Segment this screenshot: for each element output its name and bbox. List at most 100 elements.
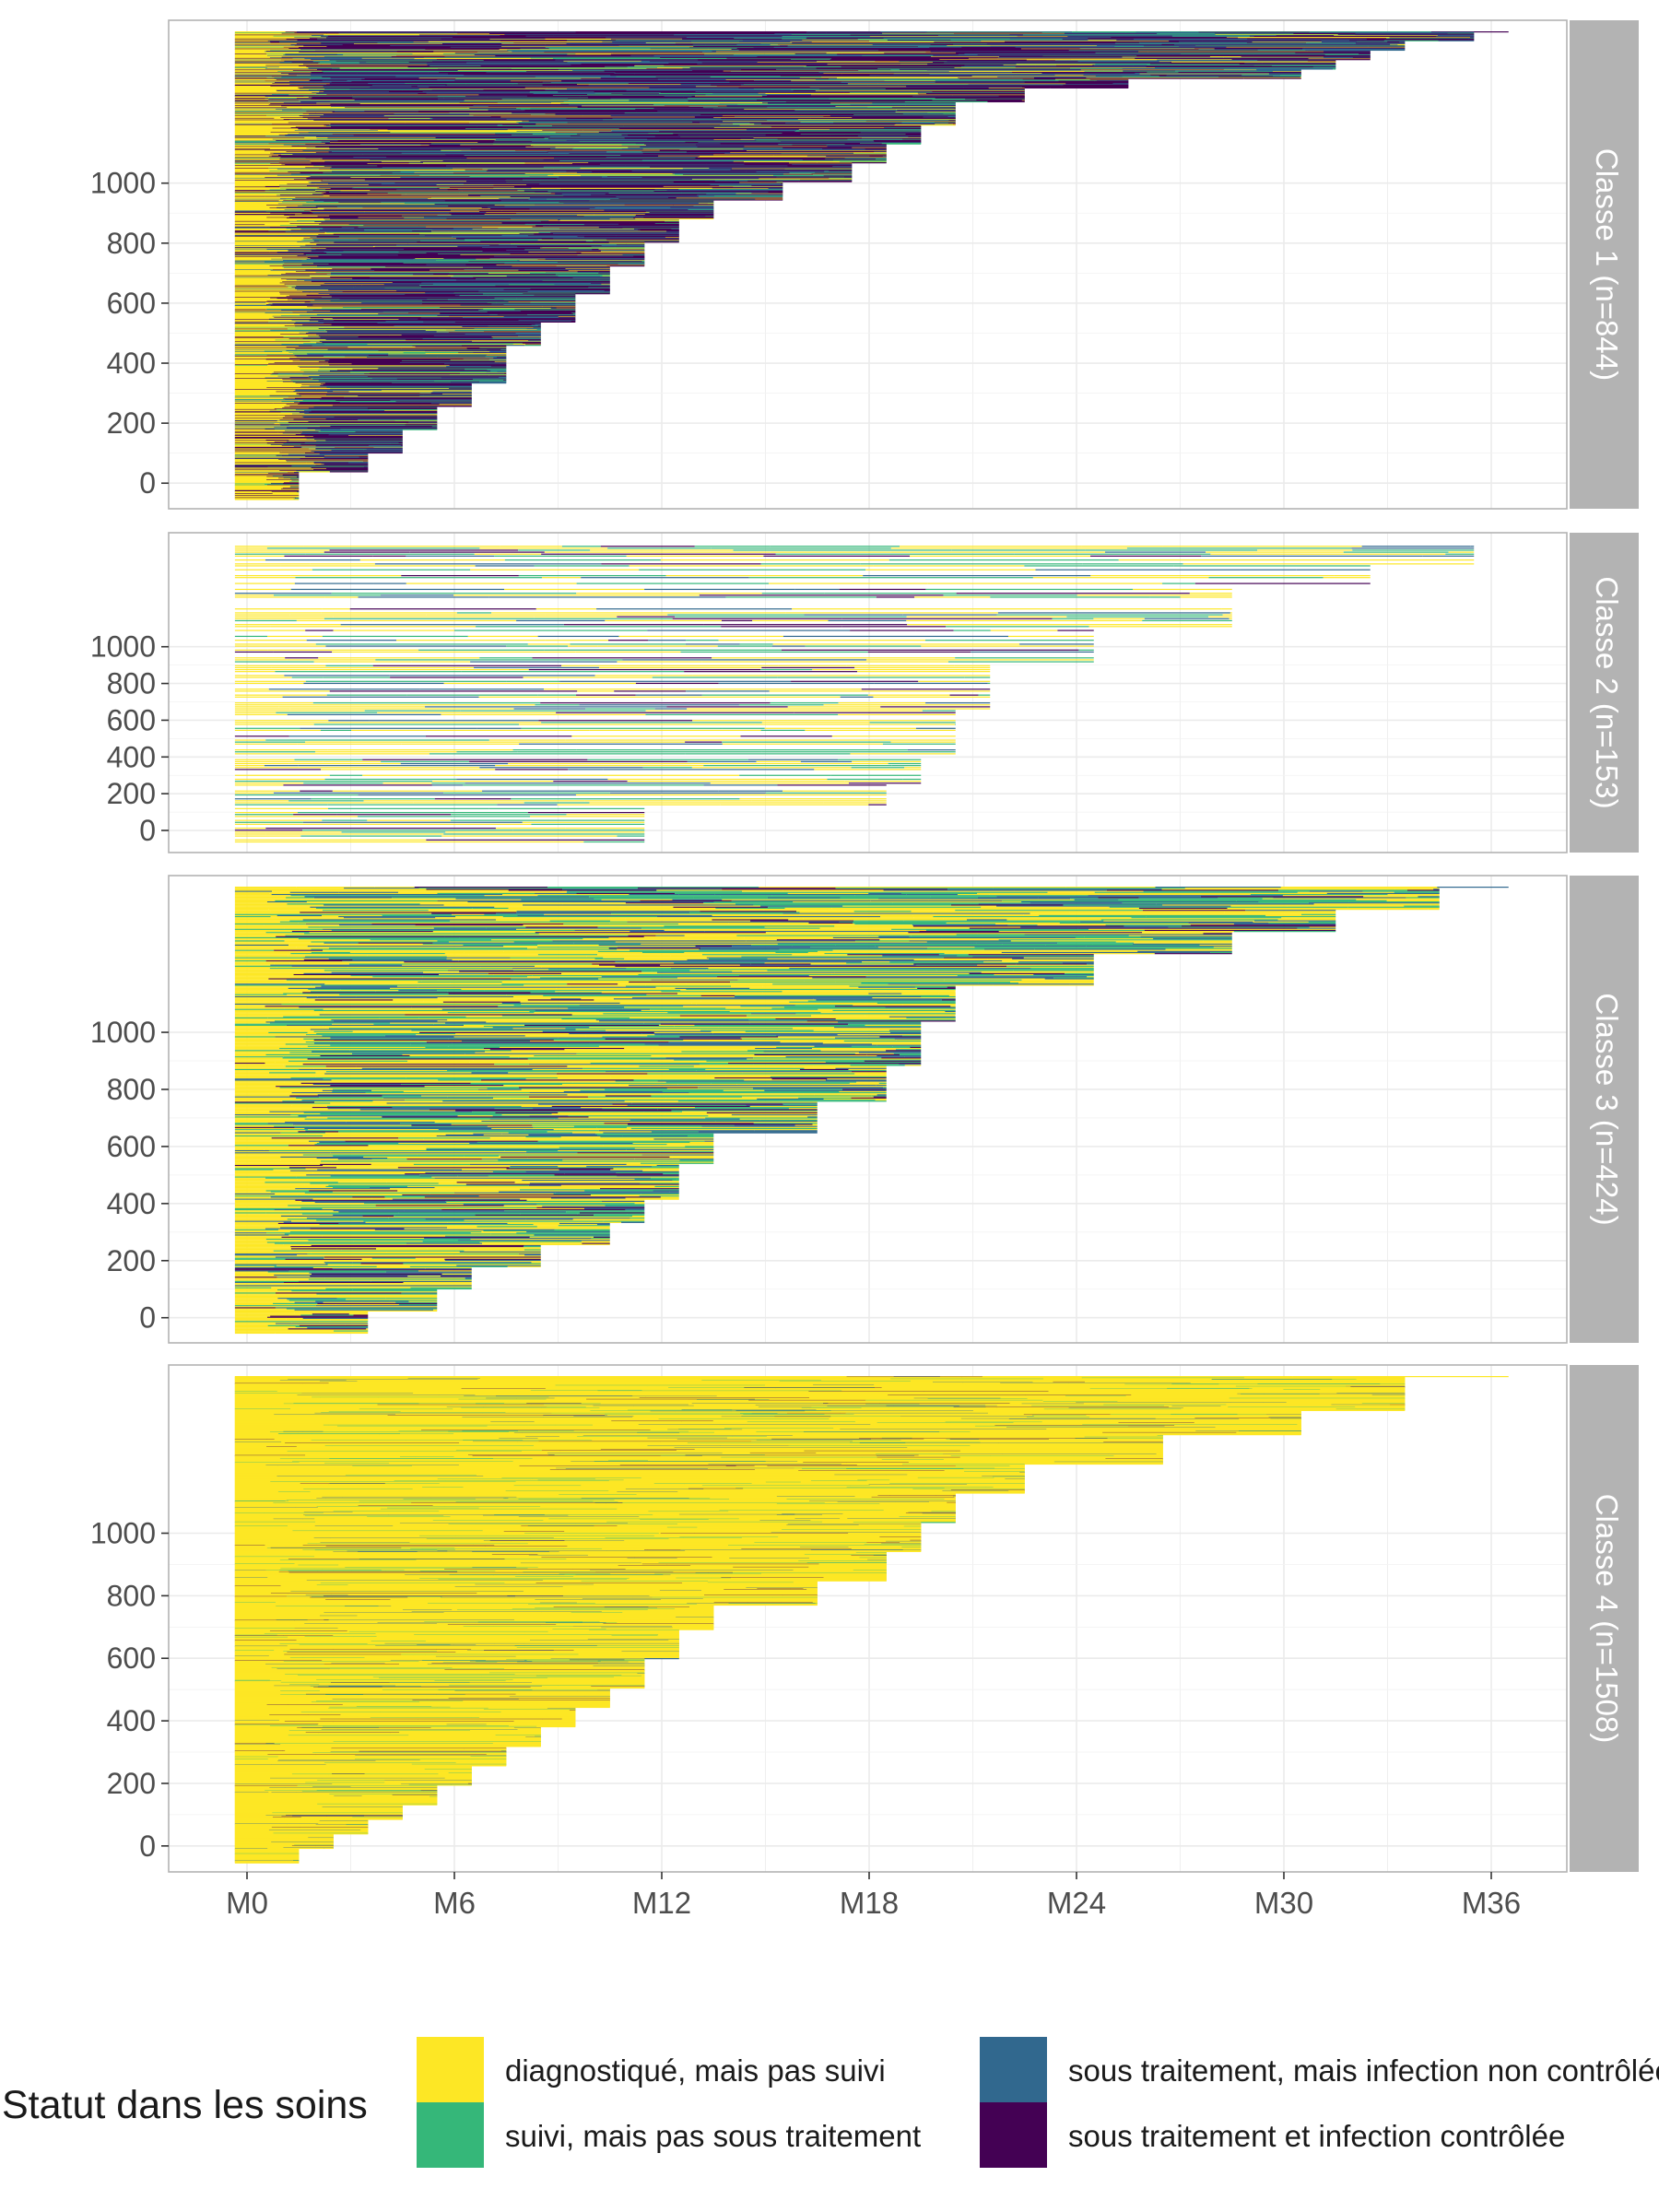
sequence-segment bbox=[711, 84, 741, 86]
sequence-segment bbox=[896, 78, 1023, 80]
sequence-segment bbox=[234, 104, 269, 106]
sequence-segment bbox=[234, 169, 279, 171]
sequence-segment bbox=[234, 245, 316, 247]
sequence-segment bbox=[572, 70, 693, 72]
sequence-segment bbox=[234, 471, 288, 474]
sequence-segment bbox=[607, 778, 784, 781]
sequence-segment bbox=[234, 751, 315, 753]
sequence-segment bbox=[409, 94, 457, 96]
sequence-segment bbox=[865, 569, 1036, 571]
sequence-segment bbox=[234, 145, 292, 147]
sequence-segment bbox=[329, 294, 406, 296]
sequence-segment bbox=[234, 82, 273, 85]
sequence-segment bbox=[234, 244, 306, 246]
sequence-segment bbox=[837, 77, 1034, 79]
sequence-segment bbox=[234, 261, 265, 263]
sequence-segment bbox=[784, 907, 832, 910]
sequence-segment bbox=[234, 362, 269, 365]
sequence-segment bbox=[234, 441, 275, 443]
sequence-segment bbox=[449, 187, 691, 189]
sequence-segment bbox=[874, 682, 988, 685]
sequence-segment bbox=[322, 819, 368, 821]
sequence-segment bbox=[234, 465, 329, 466]
sequence-segment bbox=[234, 487, 290, 488]
sequence-segment bbox=[331, 841, 554, 843]
sequence-segment bbox=[527, 291, 610, 293]
sequence-segment bbox=[234, 407, 283, 409]
sequence-segment bbox=[234, 374, 288, 376]
sequence-segment bbox=[367, 376, 507, 378]
sequence-segment bbox=[234, 412, 300, 414]
sequence-segment bbox=[604, 290, 610, 292]
sequence-segment bbox=[647, 640, 687, 641]
sequence-segment bbox=[309, 292, 426, 294]
sequence-segment bbox=[624, 137, 863, 139]
sequence-segment bbox=[234, 486, 290, 488]
sequence-segment bbox=[234, 385, 321, 387]
sequence-segment bbox=[234, 168, 331, 170]
sequence-segment bbox=[299, 367, 500, 369]
sequence-segment bbox=[589, 208, 714, 210]
sequence-segment bbox=[234, 356, 324, 358]
sequence-segment bbox=[600, 77, 667, 79]
sequence-segment bbox=[329, 215, 402, 218]
sequence-segment bbox=[996, 896, 1201, 898]
sequence-segment bbox=[935, 98, 1025, 100]
sequence-segment bbox=[645, 42, 793, 44]
sequence-segment bbox=[485, 211, 646, 213]
sequence-segment bbox=[1206, 551, 1344, 553]
sequence-segment bbox=[234, 249, 316, 251]
sequence-segment bbox=[234, 462, 314, 464]
sequence-segment bbox=[1355, 42, 1406, 44]
sequence-segment bbox=[305, 333, 516, 335]
sequence-segment bbox=[420, 179, 454, 181]
sequence-segment bbox=[280, 488, 300, 490]
sequence-segment bbox=[431, 784, 464, 786]
sequence-segment bbox=[437, 145, 508, 147]
sequence-segment bbox=[341, 831, 446, 833]
sequence-segment bbox=[383, 284, 510, 286]
sequence-segment bbox=[791, 34, 1010, 36]
sequence-segment bbox=[406, 582, 577, 584]
sequence-segment bbox=[529, 208, 599, 210]
sequence-segment bbox=[996, 614, 1223, 616]
sequence-segment bbox=[392, 282, 610, 284]
sequence-segment bbox=[234, 197, 310, 199]
sequence-segment bbox=[947, 888, 1162, 890]
sequence-segment bbox=[234, 251, 270, 253]
sequence-segment bbox=[306, 901, 468, 903]
sequence-segment bbox=[484, 913, 545, 915]
sequence-segment bbox=[735, 903, 979, 905]
sequence-segment bbox=[234, 477, 284, 479]
sequence-segment bbox=[583, 841, 645, 843]
sequence-segment bbox=[628, 135, 831, 136]
sequence-segment bbox=[547, 149, 680, 151]
sequence-segment bbox=[382, 914, 518, 917]
sequence-segment bbox=[234, 142, 325, 145]
sequence-segment bbox=[488, 273, 531, 275]
sequence-segment bbox=[508, 51, 712, 53]
y-tick-label: 1000 bbox=[90, 630, 156, 664]
sequence-segment bbox=[234, 411, 281, 414]
sequence-segment bbox=[281, 163, 429, 166]
sequence-segment bbox=[323, 398, 449, 400]
sequence-segment bbox=[667, 163, 853, 165]
sequence-segment bbox=[234, 286, 297, 288]
sequence-segment bbox=[302, 150, 462, 152]
sequence-segment bbox=[265, 177, 351, 179]
sequence-segment bbox=[506, 680, 560, 682]
sequence-segment bbox=[751, 180, 853, 182]
sequence-segment bbox=[720, 124, 865, 126]
sequence-segment bbox=[339, 39, 490, 41]
sequence-segment bbox=[844, 144, 887, 146]
sequence-segment bbox=[641, 253, 645, 254]
y-tick-label: 0 bbox=[139, 466, 156, 500]
sequence-segment bbox=[234, 67, 309, 69]
sequence-segment bbox=[536, 329, 541, 331]
sequence-segment bbox=[234, 316, 280, 318]
sequence-segment bbox=[358, 816, 453, 818]
sequence-segment bbox=[803, 66, 1016, 68]
sequence-segment bbox=[383, 115, 611, 117]
sequence-segment bbox=[234, 143, 269, 145]
sequence-segment bbox=[313, 165, 378, 167]
